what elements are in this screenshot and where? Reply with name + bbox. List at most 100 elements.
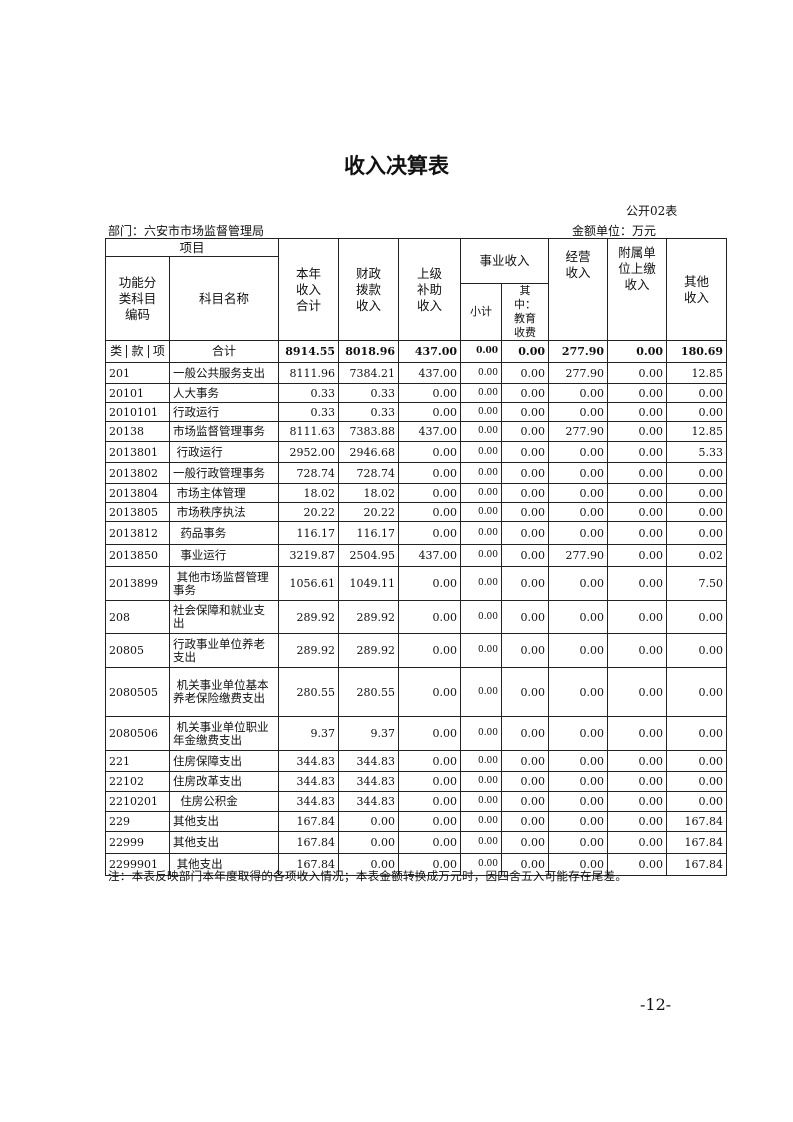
code-cell: 2299901 bbox=[105, 853, 170, 876]
value-cell: 0.00 bbox=[607, 791, 668, 812]
value-cell: 2946.68 bbox=[338, 441, 400, 463]
name-cell: 社会保障和就业支出 bbox=[168, 600, 280, 634]
total-label: 合计 bbox=[168, 340, 280, 363]
value-cell: 0.33 bbox=[278, 383, 340, 403]
name-cell: 一般行政管理事务 bbox=[168, 462, 280, 484]
value-cell: 728.74 bbox=[338, 462, 400, 484]
value-cell: 0.00 bbox=[607, 421, 668, 442]
value-cell: 18.02 bbox=[338, 483, 400, 503]
value-cell: 0.00 bbox=[398, 600, 462, 634]
value-cell: 0.00 bbox=[460, 521, 503, 545]
value-cell: 0.00 bbox=[666, 462, 728, 484]
value-cell: 0.00 bbox=[501, 831, 550, 854]
value-cell: 0.00 bbox=[460, 566, 503, 601]
table-number: 公开02表 bbox=[626, 204, 678, 218]
value-cell: 0.00 bbox=[460, 402, 503, 422]
code-cell: 2210201 bbox=[105, 791, 170, 812]
page-title: 收入决算表 bbox=[344, 154, 449, 178]
value-cell: 277.90 bbox=[548, 544, 609, 567]
value-cell: 0.00 bbox=[460, 771, 503, 792]
table-row: 2013801 行政运行 2952.00 2946.68 0.00 0.00 0.00 0.… bbox=[105, 441, 728, 463]
value-cell: 344.83 bbox=[278, 750, 340, 772]
value-cell: 7384.21 bbox=[338, 362, 400, 384]
value-cell: 0.00 bbox=[460, 441, 503, 463]
value-cell: 0.00 bbox=[666, 716, 728, 751]
value-cell: 0.00 bbox=[666, 667, 728, 717]
value-cell: 0.00 bbox=[460, 383, 503, 403]
value-cell: 5.33 bbox=[666, 441, 728, 463]
value-cell: 0.00 bbox=[548, 502, 609, 522]
value-cell: 0.00 bbox=[460, 791, 503, 812]
value-cell: 0.02 bbox=[666, 544, 728, 567]
value-cell: 0.00 bbox=[501, 771, 550, 792]
code-cell: 2013804 bbox=[105, 483, 170, 503]
table-row: 2013899 其他市场监督管理事务 1056.61 1049.11 0.00 0.00… bbox=[105, 566, 728, 601]
value-cell: 0.00 bbox=[460, 362, 503, 384]
value-cell: 0.00 bbox=[607, 402, 668, 422]
value-cell: 0.00 bbox=[607, 831, 668, 854]
header-business: 事业收入 bbox=[460, 238, 550, 284]
value-cell: 0.33 bbox=[338, 402, 400, 422]
code-cell: 2013850 bbox=[105, 544, 170, 567]
value-cell: 0.00 bbox=[666, 502, 728, 522]
value-cell: 289.92 bbox=[278, 633, 340, 668]
code-cell: 2013812 bbox=[105, 521, 170, 545]
value-cell: 0.00 bbox=[548, 853, 609, 876]
value-cell: 0.00 bbox=[398, 566, 462, 601]
code-cell: 208 bbox=[105, 600, 170, 634]
table-row: 201 一般公共服务支出 8111.96 7384.21 437.00 0.00 0.00 2… bbox=[105, 362, 728, 384]
value-cell: 0.00 bbox=[548, 462, 609, 484]
value-cell: 0.00 bbox=[501, 502, 550, 522]
value-cell: 289.92 bbox=[338, 633, 400, 668]
name-cell: 人大事务 bbox=[168, 383, 280, 403]
value-cell: 0.00 bbox=[501, 667, 550, 717]
income-table: 项目 本年收入合计 财政拨款收入 上级补助收入 事业收入 经营收入 附属单位上缴… bbox=[104, 238, 728, 876]
value-cell: 0.00 bbox=[607, 383, 668, 403]
value-cell: 0.00 bbox=[338, 831, 400, 854]
name-cell: 市场主体管理 bbox=[168, 483, 280, 503]
name-cell: 住房保障支出 bbox=[168, 750, 280, 772]
value-cell: 20.22 bbox=[278, 502, 340, 522]
value-cell: 0.00 bbox=[501, 441, 550, 463]
value-cell: 0.00 bbox=[501, 750, 550, 772]
value-cell: 0.00 bbox=[398, 750, 462, 772]
code-cell: 20138 bbox=[105, 421, 170, 442]
code-cell: 2010101 bbox=[105, 402, 170, 422]
cell: 0.00 bbox=[607, 340, 668, 363]
value-cell: 344.83 bbox=[338, 771, 400, 792]
value-cell: 0.00 bbox=[666, 483, 728, 503]
value-cell: 0.00 bbox=[666, 750, 728, 772]
header-subtotal: 小计 bbox=[460, 283, 503, 341]
value-cell: 0.00 bbox=[398, 853, 462, 876]
value-cell: 0.00 bbox=[501, 811, 550, 832]
cell: 277.90 bbox=[548, 340, 609, 363]
value-cell: 0.00 bbox=[607, 716, 668, 751]
value-cell: 0.00 bbox=[501, 483, 550, 503]
value-cell: 289.92 bbox=[278, 600, 340, 634]
value-cell: 0.00 bbox=[548, 667, 609, 717]
value-cell: 0.00 bbox=[460, 633, 503, 668]
value-cell: 277.90 bbox=[548, 362, 609, 384]
table-row: 2013850 事业运行 3219.87 2504.95 437.00 0.00 0.00… bbox=[105, 544, 728, 567]
value-cell: 344.83 bbox=[338, 791, 400, 812]
value-cell: 0.00 bbox=[398, 771, 462, 792]
value-cell: 437.00 bbox=[398, 544, 462, 567]
value-cell: 0.00 bbox=[666, 791, 728, 812]
cell: 0.00 bbox=[501, 340, 550, 363]
table-row: 2210201 住房公积金 344.83 344.83 0.00 0.00 0.00 0.0… bbox=[105, 791, 728, 812]
header-affiliated: 附属单位上缴收入 bbox=[607, 238, 668, 341]
value-cell: 0.00 bbox=[338, 811, 400, 832]
value-cell: 0.00 bbox=[501, 362, 550, 384]
name-cell: 住房公积金 bbox=[168, 791, 280, 812]
value-cell: 0.00 bbox=[501, 402, 550, 422]
header-operating: 经营收入 bbox=[548, 238, 609, 341]
total-row: 类款项 合计 8914.55 8018.96 437.00 0.00 0.00 … bbox=[105, 340, 728, 363]
value-cell: 167.84 bbox=[278, 853, 340, 876]
value-cell: 116.17 bbox=[278, 521, 340, 545]
name-cell: 机关事业单位职业年金缴费支出 bbox=[168, 716, 280, 751]
name-cell: 其他支出 bbox=[168, 831, 280, 854]
value-cell: 8111.96 bbox=[278, 362, 340, 384]
value-cell: 1056.61 bbox=[278, 566, 340, 601]
value-cell: 0.00 bbox=[398, 483, 462, 503]
code-cell: 221 bbox=[105, 750, 170, 772]
